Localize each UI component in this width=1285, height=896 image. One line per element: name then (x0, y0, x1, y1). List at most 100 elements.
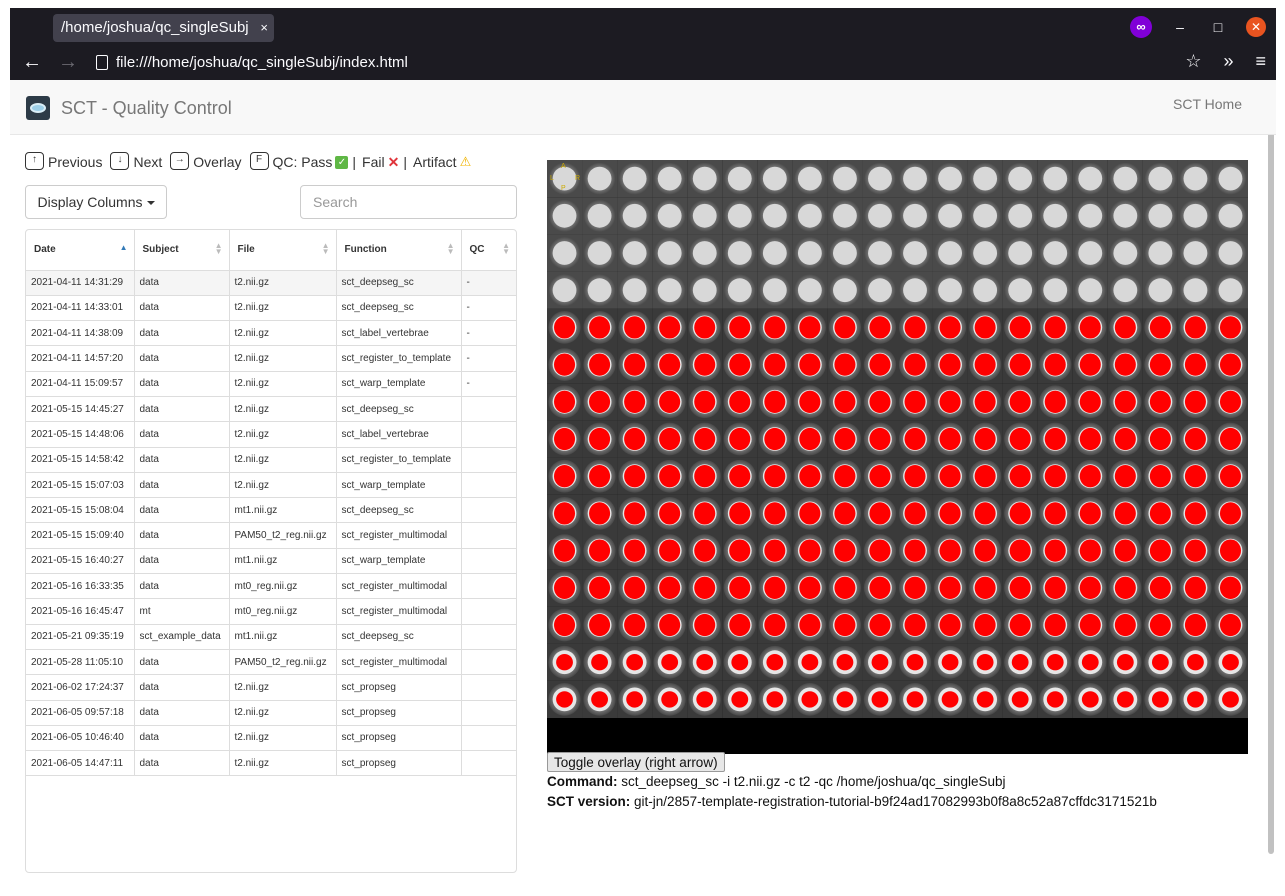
segmentation-overlay (939, 390, 961, 413)
segmentation-overlay (1222, 654, 1239, 671)
previous-link[interactable]: Previous (48, 154, 103, 170)
hamburger-menu-icon[interactable]: ≡ (1255, 51, 1266, 71)
forward-button[interactable]: → (58, 51, 78, 73)
slice-tile (792, 197, 828, 235)
slice-tile (757, 420, 793, 458)
column-header-function[interactable]: Function ▲ ▼ (336, 230, 462, 271)
cell-date: 2021-06-05 10:46:40 (26, 725, 135, 752)
column-header-file[interactable]: File ▲ ▼ (229, 230, 337, 271)
cell-qc (461, 700, 516, 726)
table-row[interactable]: 2021-05-16 16:45:47 mt mt0_reg.nii.gz sct_r… (26, 598, 516, 625)
cell-qc (461, 649, 516, 676)
segmentation-overlay (1079, 465, 1101, 488)
cell-date: 2021-06-05 09:57:18 (26, 700, 135, 726)
segmentation-overlay (974, 390, 996, 413)
table-row[interactable]: 2021-05-15 14:45:27 data t2.nii.gz sct_deep… (26, 396, 516, 423)
segmentation-overlay (1219, 316, 1241, 339)
segmentation-overlay (624, 502, 646, 525)
browser-tab[interactable]: /home/joshua/qc_singleSubj × (53, 14, 274, 42)
table-row[interactable]: 2021-04-11 14:57:20 data t2.nii.gz sct_regi… (26, 345, 516, 372)
cell-date: 2021-05-15 15:07:03 (26, 472, 135, 499)
display-columns-dropdown[interactable]: Display Columns (25, 185, 167, 219)
segmentation-overlay (939, 539, 961, 562)
slice-tile (967, 680, 1003, 718)
slice-tile (582, 197, 618, 235)
table-row[interactable]: 2021-05-16 16:33:35 data mt0_reg.nii.gz sct… (26, 573, 516, 600)
back-button[interactable]: ← (22, 51, 42, 73)
slice-tile (722, 680, 758, 718)
table-row[interactable]: 2021-05-15 16:40:27 data mt1.nii.gz sct_war… (26, 548, 516, 575)
slice-tile (1107, 346, 1143, 384)
cell-subject: data (134, 497, 230, 524)
slice-tile (652, 234, 688, 272)
table-row[interactable]: 2021-05-21 09:35:19 sct_example_data mt1.n… (26, 624, 516, 650)
page-scrollbar[interactable] (1268, 84, 1274, 854)
column-header-date[interactable]: Date ▲ (26, 230, 135, 271)
segmentation-overlay (626, 654, 644, 671)
slice-tile (757, 643, 793, 681)
table-row[interactable]: 2021-05-15 15:08:04 data mt1.nii.gz sct_dee… (26, 497, 516, 524)
close-window-button[interactable]: ✕ (1246, 17, 1266, 37)
slice-tile (1212, 569, 1248, 607)
slice-tile (1072, 346, 1108, 384)
table-row[interactable]: 2021-06-02 17:24:37 data t2.nii.gz sct_prop… (26, 674, 516, 701)
column-header-subject[interactable]: Subject ▲ ▼ (134, 230, 230, 271)
segmentation-overlay (801, 654, 819, 671)
search-input[interactable] (300, 185, 517, 219)
slice-tile (1212, 383, 1248, 421)
cell-date: 2021-05-16 16:33:35 (26, 573, 135, 600)
segmentation-overlay (1184, 465, 1206, 488)
segmentation-overlay (1219, 353, 1241, 376)
overflow-chevron-icon[interactable]: » (1223, 51, 1234, 71)
slice-tile (617, 606, 653, 644)
table-row[interactable]: 2021-05-28 11:05:10 data PAM50_t2_reg.nii.… (26, 649, 516, 676)
table-row[interactable]: 2021-04-11 14:38:09 data t2.nii.gz sct_labe… (26, 320, 516, 347)
tab-close-icon[interactable]: × (260, 20, 268, 35)
table-row[interactable]: 2021-06-05 10:46:40 data t2.nii.gz sct_prop… (26, 725, 516, 752)
column-header-qc[interactable]: QC ▲ ▼ (461, 230, 516, 271)
bookmark-star-icon[interactable]: ☆ (1185, 51, 1202, 71)
slice-tile (652, 308, 688, 346)
segmentation-overlay (1184, 539, 1206, 562)
overlay-link[interactable]: Overlay (193, 154, 242, 170)
url-bar[interactable]: file:///home/joshua/qc_singleSubj/index.… (90, 50, 1244, 76)
table-row[interactable]: 2021-05-15 15:09:40 data PAM50_t2_reg.nii.… (26, 522, 516, 549)
segmentation-overlay (1009, 613, 1031, 637)
brand-title[interactable]: SCT - Quality Control (61, 98, 232, 118)
segmentation-overlay (1079, 427, 1101, 451)
slice-tile (932, 197, 968, 235)
toggle-overlay-button[interactable]: Toggle overlay (right arrow) (547, 752, 725, 772)
fail-label[interactable]: Fail (362, 154, 385, 170)
next-link[interactable]: Next (133, 154, 163, 170)
qc-pass-label[interactable]: QC: Pass (272, 154, 333, 170)
slice-tile (792, 643, 828, 681)
slice-tile (1107, 160, 1143, 198)
slice-tile (617, 160, 653, 198)
slice-tile (827, 532, 863, 570)
slice-tile (1212, 494, 1248, 532)
table-row[interactable]: 2021-06-05 14:47:11 data t2.nii.gz sct_prop… (26, 750, 516, 777)
qc-mosaic-image[interactable]: A L R P (547, 160, 1248, 754)
slice-tile (652, 494, 688, 532)
table-row[interactable]: 2021-06-05 09:57:18 data t2.nii.gz sct_prop… (26, 700, 516, 726)
sct-home-link[interactable]: SCT Home (1173, 96, 1242, 112)
table-row[interactable]: 2021-04-11 14:31:29 data t2.nii.gz sct_deep… (26, 270, 516, 296)
table-row[interactable]: 2021-05-15 14:48:06 data t2.nii.gz sct_labe… (26, 421, 516, 448)
slice-tile (1107, 383, 1143, 421)
slice-tile (547, 457, 583, 495)
segmentation-overlay (1011, 691, 1029, 708)
segmentation-overlay (939, 613, 961, 637)
table-row[interactable]: 2021-04-11 15:09:57 data t2.nii.gz sct_warp… (26, 371, 516, 397)
slice-tile (757, 308, 793, 346)
minimize-button[interactable]: – (1176, 19, 1184, 35)
table-row[interactable]: 2021-04-11 14:33:01 data t2.nii.gz sct_deep… (26, 295, 516, 322)
artifact-label[interactable]: Artifact (412, 154, 457, 170)
table-row[interactable]: 2021-05-15 14:58:42 data t2.nii.gz sct_regi… (26, 447, 516, 473)
slice-tile (1142, 680, 1178, 718)
cell-file: mt1.nii.gz (229, 548, 337, 575)
segmentation-overlay (939, 427, 961, 451)
slice-tile (827, 308, 863, 346)
maximize-button[interactable]: □ (1213, 19, 1223, 35)
slice-tile (582, 383, 618, 421)
table-row[interactable]: 2021-05-15 15:07:03 data t2.nii.gz sct_warp… (26, 472, 516, 499)
